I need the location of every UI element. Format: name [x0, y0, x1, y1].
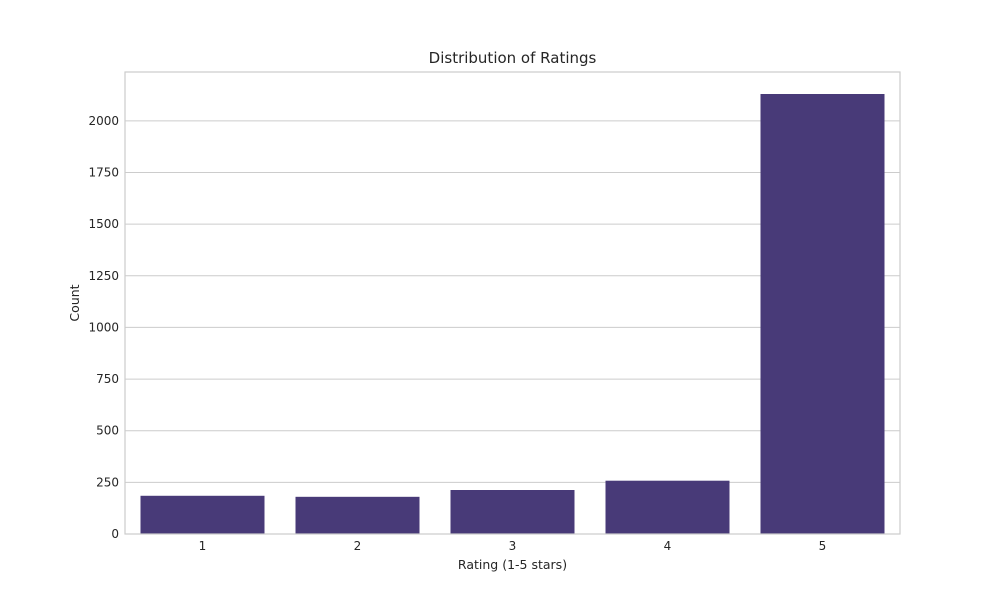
y-tick-label: 500	[96, 424, 119, 438]
plot-frame	[124, 71, 901, 535]
x-tick-label: 2	[354, 539, 362, 553]
y-tick-label: 0	[111, 527, 119, 541]
y-tick-label: 1500	[88, 217, 119, 231]
x-tick-label: 5	[819, 539, 827, 553]
bar-rating-1	[140, 495, 265, 534]
x-tick-label: 4	[664, 539, 672, 553]
bar-rating-3	[450, 490, 575, 534]
x-axis-label: Rating (1-5 stars)	[458, 557, 567, 572]
y-tick-label: 750	[96, 372, 119, 386]
bar-rating-4	[605, 480, 730, 534]
x-tick-label: 3	[509, 539, 517, 553]
bar-rating-2	[295, 496, 420, 534]
y-tick-label: 1000	[88, 320, 119, 334]
x-tick-label: 1	[199, 539, 207, 553]
y-tick-label: 1250	[88, 269, 119, 283]
y-tick-label: 2000	[88, 114, 119, 128]
bar-rating-5	[760, 94, 885, 534]
x-tick-labels: 1 2 3 4 5	[199, 539, 827, 553]
y-tick-labels: 0 250 500 750 1000 1250 1500 1750 2000	[88, 114, 119, 541]
chart-title: Distribution of Ratings	[429, 49, 597, 67]
bars	[140, 94, 885, 534]
y-tick-label: 250	[96, 475, 119, 489]
y-tick-label: 1750	[88, 165, 119, 179]
y-axis-label: Count	[67, 284, 82, 321]
